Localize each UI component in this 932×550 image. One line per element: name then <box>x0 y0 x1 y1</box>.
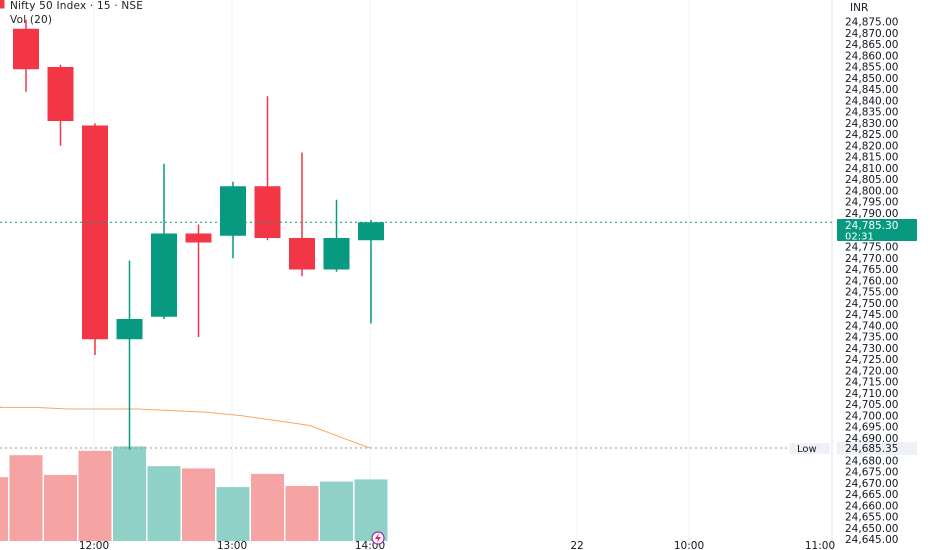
price-tick-label: 24,800.00 <box>845 185 898 197</box>
volume-bar <box>216 487 250 541</box>
volume-indicator-label: Vol (20) <box>10 14 53 26</box>
grid-lines <box>93 0 833 550</box>
candle-body <box>82 125 108 340</box>
candle-body <box>0 0 5 9</box>
time-tick-label: 13:00 <box>217 540 247 550</box>
currency-label: INR <box>850 2 868 14</box>
price-tick-label: 24,830.00 <box>845 118 898 130</box>
price-tick-label: 24,680.00 <box>845 455 898 467</box>
price-tick-label: 24,790.00 <box>845 208 898 220</box>
price-tick-label: 24,745.00 <box>845 309 898 321</box>
time-tick-label: 10:00 <box>674 540 704 550</box>
candle-body <box>358 222 384 241</box>
price-tick-label: 24,795.00 <box>845 197 898 209</box>
price-tick-label: 24,715.00 <box>845 377 898 389</box>
price-tick-label: 24,835.00 <box>845 107 898 119</box>
price-tick-label: 24,675.00 <box>845 467 898 479</box>
price-tick-label: 24,650.00 <box>845 523 898 535</box>
volume-bar <box>44 475 77 541</box>
candle-body <box>289 238 315 270</box>
volume-bar <box>251 473 284 541</box>
price-tick-label: 24,755.00 <box>845 287 898 299</box>
candles <box>0 0 384 450</box>
low-badge: Low 24,685.35 <box>790 442 917 455</box>
price-tick-label: 24,690.00 <box>845 433 898 445</box>
price-tick-label: 24,720.00 <box>845 365 898 377</box>
price-tick-label: 24,775.00 <box>845 242 898 254</box>
volume-bar <box>354 479 388 541</box>
low-badge-label: Low <box>797 444 817 455</box>
low-badge-value: 24,685.35 <box>845 443 898 455</box>
price-tick-label: 24,700.00 <box>845 410 898 422</box>
volume-bar <box>113 446 146 541</box>
price-tick-label: 24,710.00 <box>845 388 898 400</box>
price-tick-label: 24,735.00 <box>845 332 898 344</box>
volume-bar <box>9 455 43 541</box>
price-tick-label: 24,825.00 <box>845 129 898 141</box>
price-tick-label: 24,850.00 <box>845 73 898 85</box>
volume-ma-line <box>0 405 371 449</box>
volume-bar <box>0 477 8 541</box>
candle-body <box>323 238 350 270</box>
price-tick-label: 24,740.00 <box>845 320 898 332</box>
symbol-title: Nifty 50 Index · 15 · NSE <box>10 0 144 12</box>
price-tick-label: 24,730.00 <box>845 343 898 355</box>
price-tick-label: 24,855.00 <box>845 62 898 74</box>
price-tick-label: 24,665.00 <box>845 489 898 501</box>
candle-body <box>47 67 74 121</box>
price-tick-label: 24,770.00 <box>845 253 898 265</box>
volume-bar <box>285 486 319 541</box>
price-tick-label: 24,840.00 <box>845 95 898 107</box>
price-tick-label: 24,725.00 <box>845 354 898 366</box>
price-badge: 24,785.30 02:31 <box>837 219 917 243</box>
price-tick-label: 24,750.00 <box>845 298 898 310</box>
price-tick-label: 24,810.00 <box>845 163 898 175</box>
price-tick-label: 24,695.00 <box>845 422 898 434</box>
price-tick-label: 24,815.00 <box>845 152 898 164</box>
price-tick-label: 24,655.00 <box>845 512 898 524</box>
price-tick-label: 24,860.00 <box>845 50 898 62</box>
candle-body <box>13 28 39 70</box>
price-tick-label: 24,645.00 <box>845 534 898 546</box>
price-tick-label: 24,865.00 <box>845 39 898 51</box>
volume-bar <box>320 481 353 541</box>
price-tick-label: 24,875.00 <box>845 17 898 29</box>
time-tick-label: 11:00 <box>805 540 835 550</box>
candle-body <box>185 233 212 243</box>
volume-bars <box>0 446 388 541</box>
price-tick-label: 24,760.00 <box>845 275 898 287</box>
time-tick-label: 14:00 <box>355 540 385 550</box>
flash-icon[interactable] <box>371 531 385 545</box>
price-tick-label: 24,705.00 <box>845 399 898 411</box>
candle-body <box>116 319 143 340</box>
price-tick-label: 24,660.00 <box>845 500 898 512</box>
price-tick-label: 24,805.00 <box>845 174 898 186</box>
volume-bar <box>147 466 181 541</box>
price-tick-label: 24,670.00 <box>845 478 898 490</box>
candle-body <box>254 186 281 238</box>
candle-body <box>220 186 246 236</box>
price-badge-countdown: 02:31 <box>845 232 874 243</box>
price-axis[interactable]: 24,645.0024,650.0024,655.0024,660.0024,6… <box>845 17 898 547</box>
volume-bar <box>78 450 112 541</box>
price-badge-value: 24,785.30 <box>845 220 898 232</box>
time-axis[interactable]: 12:00 13:00 14:00 22 10:00 11:00 <box>79 540 835 550</box>
time-tick-label: 12:00 <box>79 540 109 550</box>
price-tick-label: 24,820.00 <box>845 140 898 152</box>
time-tick-label: 22 <box>570 540 583 550</box>
price-tick-label: 24,870.00 <box>845 28 898 40</box>
price-tick-label: 24,845.00 <box>845 84 898 96</box>
candle-body <box>151 233 177 317</box>
volume-bar <box>182 468 215 541</box>
price-tick-label: 24,765.00 <box>845 264 898 276</box>
